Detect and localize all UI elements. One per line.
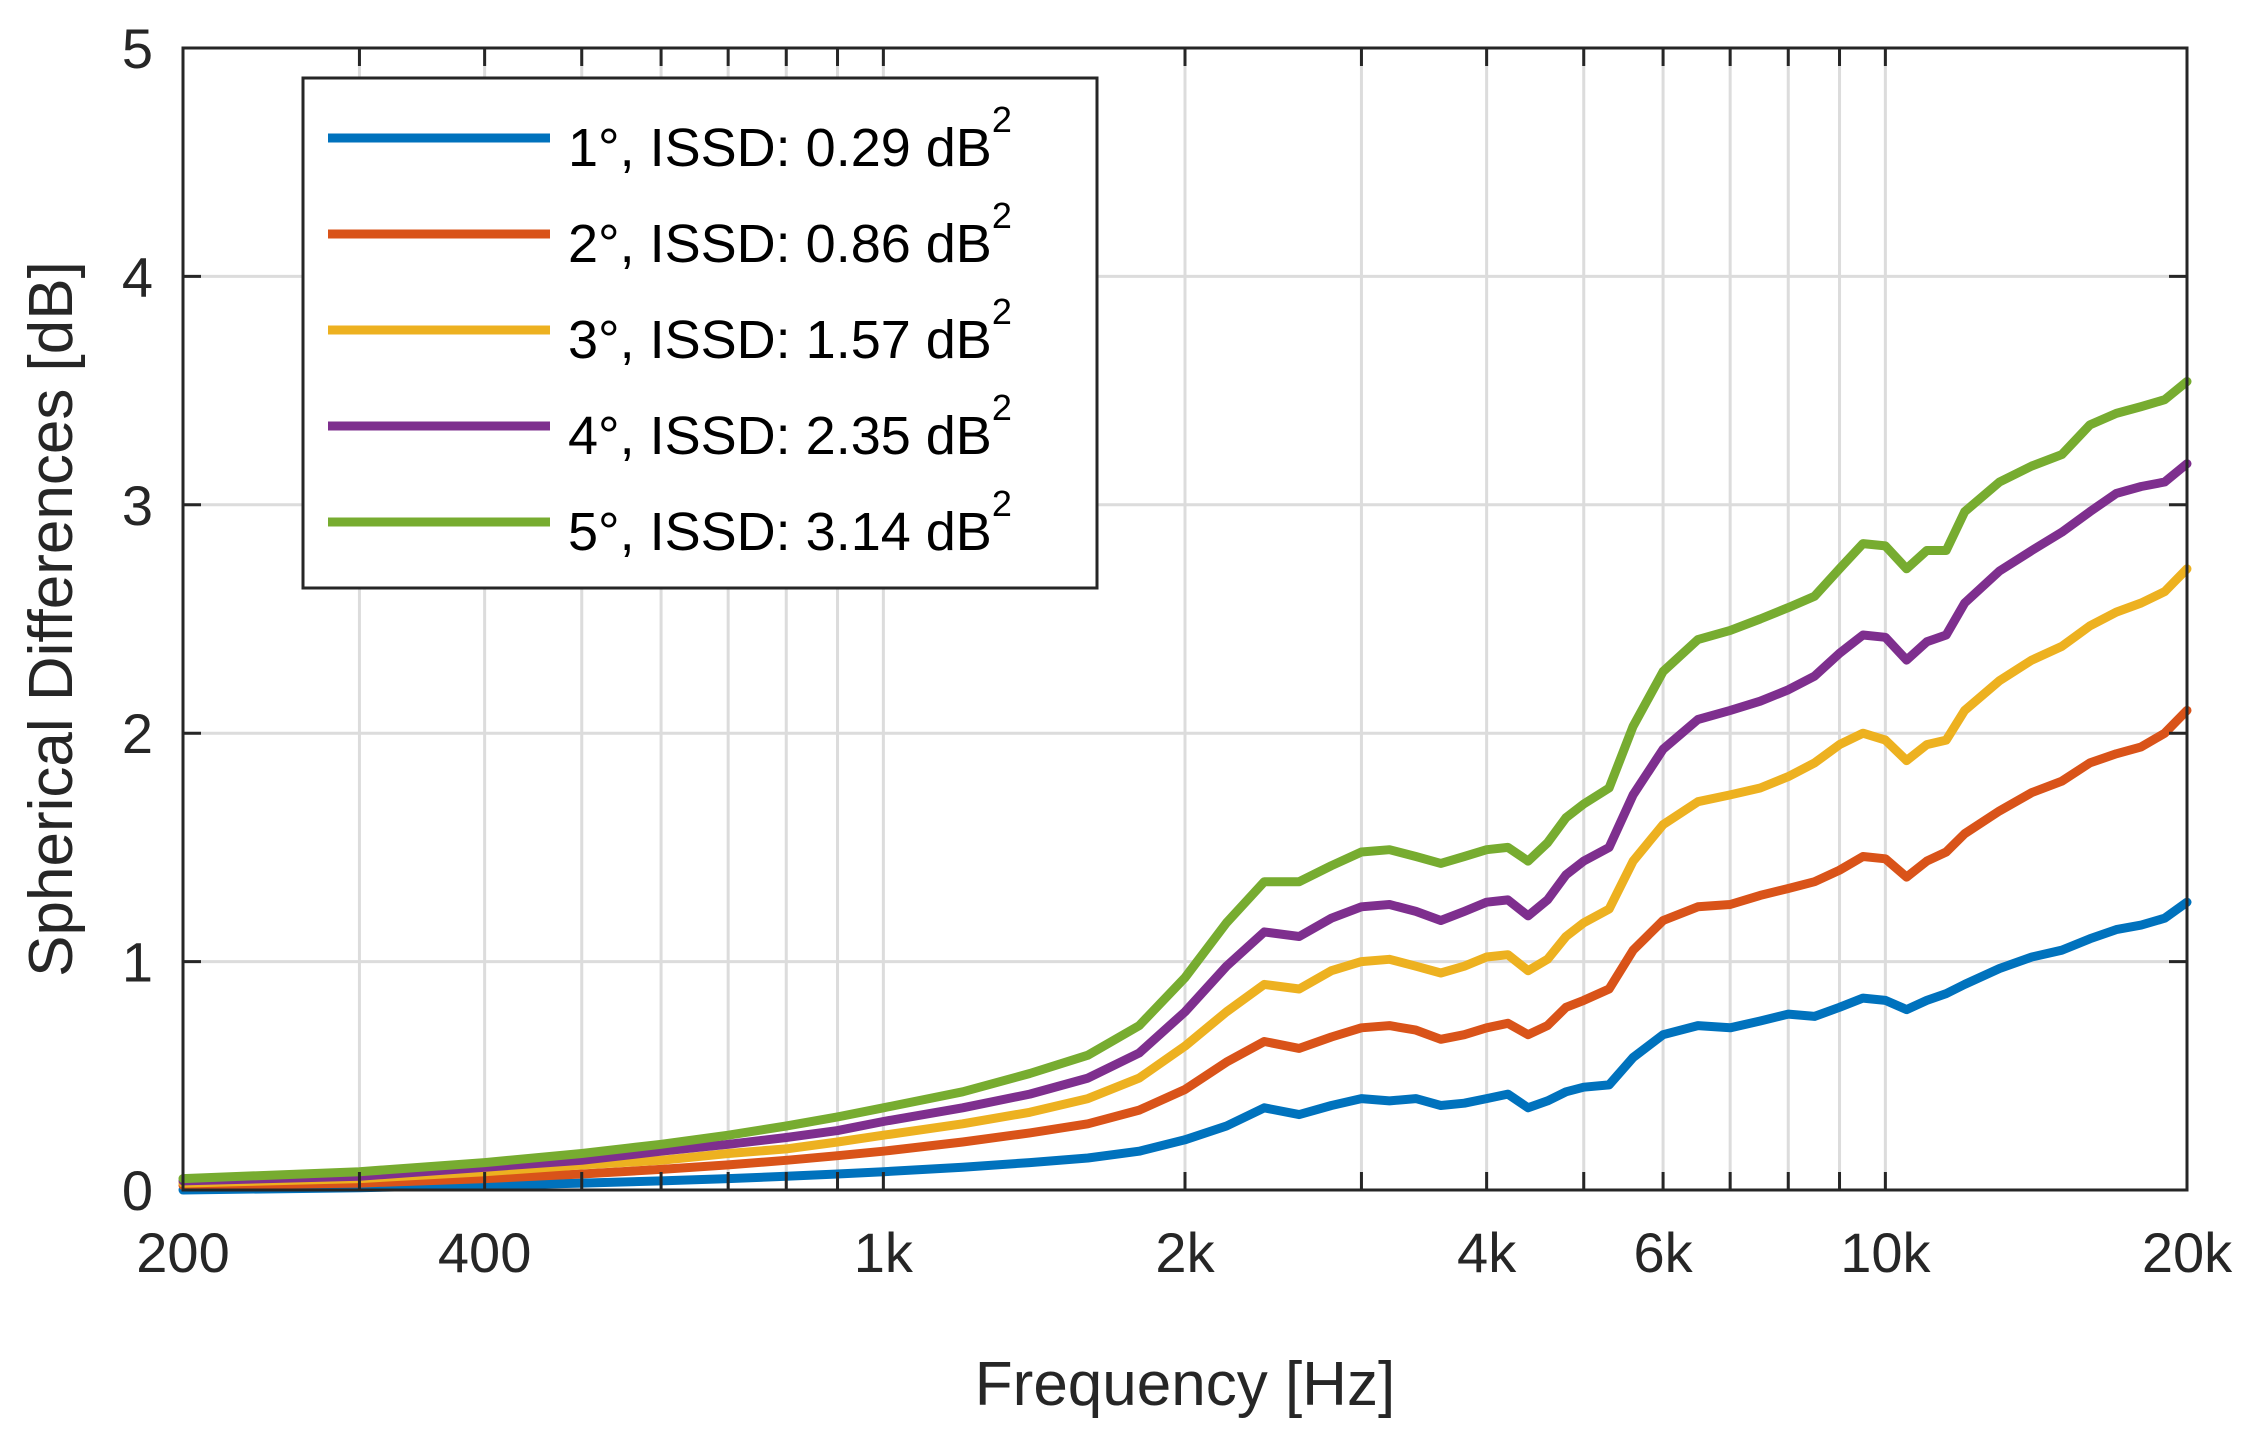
legend-label-superscript: 2 <box>992 291 1012 332</box>
x-tick-label: 2k <box>1155 1221 1215 1284</box>
legend-label-main: 5°, ISSD: 3.14 dB <box>568 502 992 562</box>
legend-label-main: 4°, ISSD: 2.35 dB <box>568 406 992 466</box>
legend-label: 2°, ISSD: 0.86 dB2 <box>568 195 1012 274</box>
series-line-1 <box>178 897 2192 1195</box>
series-line-3 <box>178 564 2192 1188</box>
legend-label-main: 1°, ISSD: 0.29 dB <box>568 118 992 178</box>
legend-item-1: 1°, ISSD: 0.29 dB2 <box>328 99 1012 178</box>
legend-label: 4°, ISSD: 2.35 dB2 <box>568 387 1012 466</box>
x-tick-label: 6k <box>1633 1221 1693 1284</box>
x-tick-label: 200 <box>136 1221 229 1284</box>
tick-labels: 200 400 1k 2k 4k 6k 10k 20k 0 1 2 3 4 5 <box>122 17 2233 1284</box>
series-line-2 <box>178 705 2192 1190</box>
y-axis-title: Spherical Differences [dB] <box>17 261 86 977</box>
legend-item-3: 3°, ISSD: 1.57 dB2 <box>328 291 1012 370</box>
y-tick-label: 4 <box>122 245 153 308</box>
series-line-4 <box>178 459 2192 1186</box>
legend-label-superscript: 2 <box>992 483 1012 524</box>
legend-label-superscript: 2 <box>992 99 1012 140</box>
legend-label-main: 2°, ISSD: 0.86 dB <box>568 214 992 274</box>
x-tick-label: 400 <box>438 1221 531 1284</box>
series-line-5 <box>178 377 2192 1184</box>
x-tick-label: 20k <box>2142 1221 2233 1284</box>
x-tick-label: 4k <box>1457 1221 1517 1284</box>
y-tick-label: 3 <box>122 474 153 537</box>
x-tick-label: 1k <box>854 1221 914 1284</box>
legend-item-5: 5°, ISSD: 3.14 dB2 <box>328 483 1012 562</box>
legend-label: 1°, ISSD: 0.29 dB2 <box>568 99 1012 178</box>
x-axis-title: Frequency [Hz] <box>975 1350 1395 1419</box>
y-tick-label: 0 <box>122 1159 153 1222</box>
axes-layer <box>181 46 2189 1192</box>
y-tick-label: 1 <box>122 931 153 994</box>
legend-item-4: 4°, ISSD: 2.35 dB2 <box>328 387 1012 466</box>
series-layer <box>178 377 2192 1195</box>
legend-label-superscript: 2 <box>992 387 1012 428</box>
legend-label-main: 3°, ISSD: 1.57 dB <box>568 310 992 370</box>
legend-label: 5°, ISSD: 3.14 dB2 <box>568 483 1012 562</box>
legend-label-superscript: 2 <box>992 195 1012 236</box>
y-tick-label: 5 <box>122 17 153 80</box>
x-tick-label: 10k <box>1840 1221 1931 1284</box>
legend-label: 3°, ISSD: 1.57 dB2 <box>568 291 1012 370</box>
legend-item-2: 2°, ISSD: 0.86 dB2 <box>328 195 1012 274</box>
y-tick-label: 2 <box>122 702 153 765</box>
